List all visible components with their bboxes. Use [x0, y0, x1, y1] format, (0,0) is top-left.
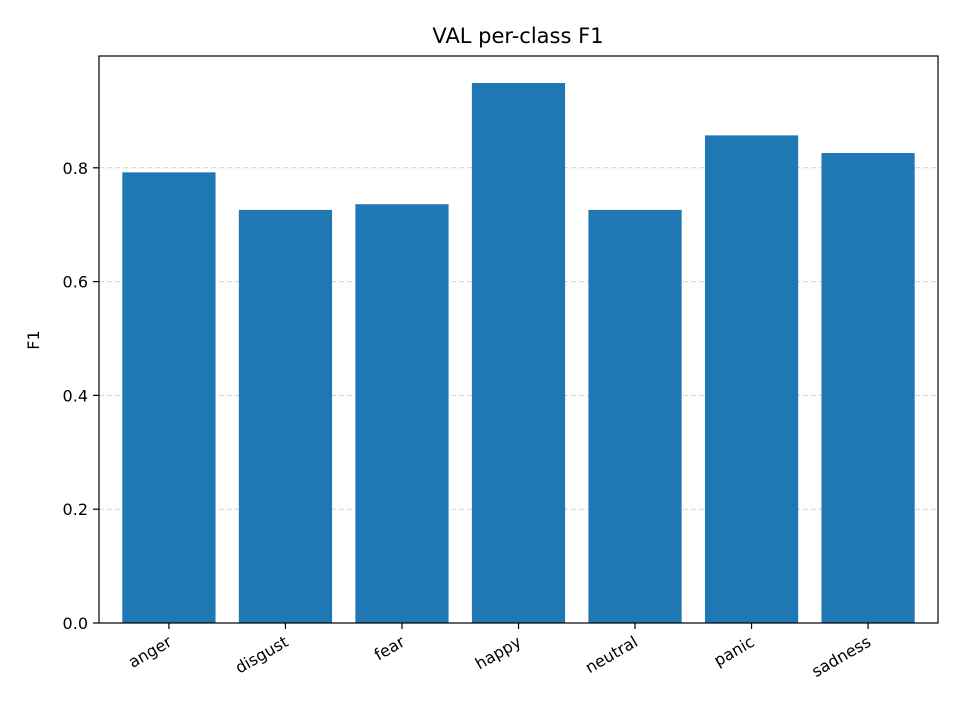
bar-fear	[355, 204, 449, 623]
bar-panic	[704, 135, 799, 623]
bar-neutral	[588, 209, 682, 624]
bar-sadness	[821, 153, 915, 623]
y-tick-label: 0.8	[63, 159, 88, 178]
y-tick-label: 0.0	[63, 614, 88, 633]
bar-anger	[122, 172, 216, 623]
y-axis-ticks: 0.0 0.2 0.4 0.6 0.8	[63, 159, 99, 633]
bar-disgust	[238, 209, 333, 624]
y-tick-label: 0.2	[63, 500, 88, 519]
chart-title: VAL per-class F1	[432, 24, 603, 48]
y-tick-label: 0.4	[63, 386, 88, 405]
bar-happy	[471, 83, 566, 623]
y-axis-label: F1	[24, 330, 43, 349]
bars	[122, 83, 915, 624]
y-tick-label: 0.6	[63, 273, 88, 292]
